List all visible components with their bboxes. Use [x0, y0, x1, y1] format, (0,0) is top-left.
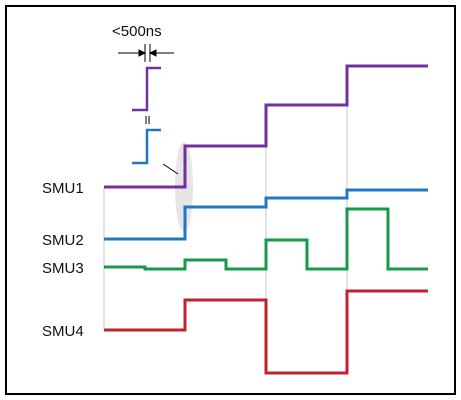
smu4-label: SMU4	[42, 323, 84, 340]
timing-annotation-label: <500ns	[112, 23, 162, 40]
zoom-inset-purple-step	[132, 66, 161, 112]
smu4-waveform	[104, 289, 428, 375]
time-guides	[103, 66, 348, 373]
smu1-label: SMU1	[42, 180, 84, 197]
smu3-label: SMU3	[42, 260, 84, 277]
smu1-waveform	[104, 64, 428, 189]
frame-border	[5, 5, 456, 395]
smu3-waveform	[104, 207, 428, 271]
smu2-label: SMU2	[42, 232, 84, 249]
zoom-inset-blue-step	[132, 128, 161, 165]
zoom-inset-break-marks	[145, 116, 150, 124]
smu2-waveform	[104, 188, 428, 241]
timing-arrows	[118, 44, 174, 62]
zoom-pointer-line	[162, 163, 179, 175]
